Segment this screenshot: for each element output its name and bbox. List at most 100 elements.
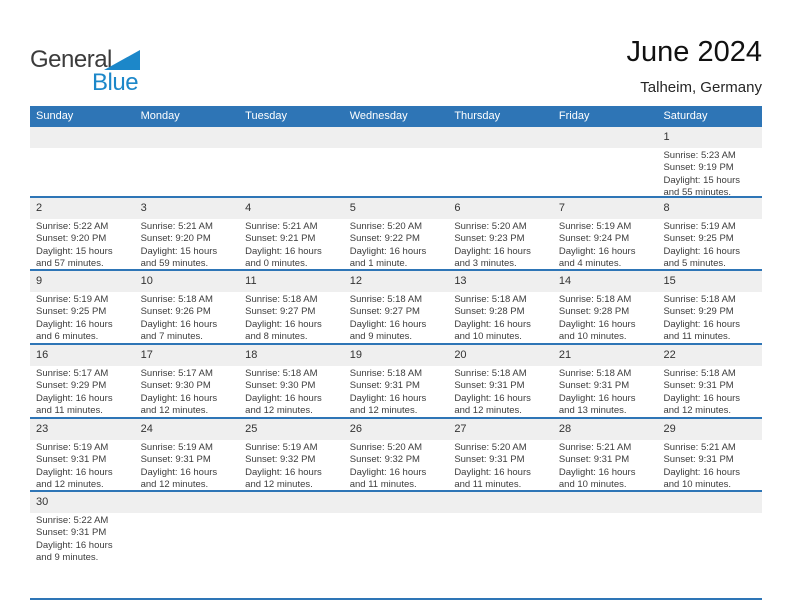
empty-day-number [135, 492, 240, 513]
day-number: 25 [245, 423, 258, 435]
sunrise-text: Sunrise: 5:20 AM [349, 442, 423, 453]
calendar-day-cell: Sunrise: 5:18 AM Sunset: 9:28 PM Daylight:… [553, 292, 658, 343]
sunset-text: Sunset: 9:26 PM [140, 306, 211, 318]
day-details-row: Sunrise: 5:22 AM Sunset: 9:20 PM Daylight:… [30, 219, 762, 270]
day-details-row: Sunrise: 5:19 AM Sunset: 9:31 PM Daylight:… [30, 440, 762, 491]
day-number: 10 [140, 275, 153, 287]
week-row: 16 17 18 19 20 21 22 Sunrise: 5:17 AM Sunset: 9:… [30, 345, 762, 419]
day-details-row: Sunrise: 5:19 AM Sunset: 9:25 PM Daylight:… [30, 292, 762, 343]
sunset-text: Sunset: 9:31 PM [36, 527, 107, 539]
sunset-text: Sunset: 9:31 PM [454, 380, 525, 392]
sunrise-text: Sunrise: 5:17 AM [140, 368, 213, 379]
daylight-text: Daylight: 16 hours and 11 minutes. [454, 466, 531, 490]
day-number: 30 [36, 496, 49, 508]
sunrise-text: Sunrise: 5:20 AM [349, 221, 423, 232]
day-number-band: 1 [30, 127, 762, 148]
day-number: 18 [245, 349, 258, 361]
location-subtitle: Talheim, Germany [640, 79, 762, 96]
sunrise-text: Sunrise: 5:21 AM [558, 442, 632, 453]
daylight-text: Daylight: 16 hours and 1 minute. [349, 245, 427, 269]
sunset-text: Sunset: 9:20 PM [140, 233, 211, 245]
daylight-text: Daylight: 16 hours and 6 minutes. [36, 318, 113, 342]
empty-day-cell [239, 513, 344, 564]
week-row: 1 Sunrise: 5:23 AM Sunset: 9:19 PM Daylight… [30, 127, 762, 198]
weekday-label: Saturday [663, 110, 708, 122]
empty-day-number [448, 127, 553, 148]
day-number: 2 [36, 202, 43, 214]
day-number: 22 [663, 349, 676, 361]
sunrise-text: Sunrise: 5:20 AM [454, 442, 527, 453]
sunset-text: Sunset: 9:25 PM [36, 306, 107, 318]
day-details-row: Sunrise: 5:17 AM Sunset: 9:29 PM Daylight:… [30, 366, 762, 417]
sunrise-text: Sunrise: 5:19 AM [558, 221, 632, 232]
general-blue-logo: General Blue [30, 46, 180, 102]
sunrise-text: Sunrise: 5:21 AM [663, 442, 736, 453]
calendar-day-cell: Sunrise: 5:17 AM Sunset: 9:29 PM Daylight:… [30, 366, 135, 417]
day-number: 17 [140, 349, 153, 361]
daylight-text: Daylight: 16 hours and 12 minutes. [36, 466, 113, 490]
sunset-text: Sunset: 9:28 PM [558, 306, 630, 318]
page-title: June 2024 [626, 36, 762, 68]
day-number: 15 [663, 275, 676, 287]
sunset-text: Sunset: 9:31 PM [558, 454, 630, 466]
daylight-text: Daylight: 16 hours and 8 minutes. [245, 318, 322, 342]
sunrise-text: Sunrise: 5:19 AM [245, 442, 318, 453]
day-number: 4 [245, 202, 252, 214]
sunset-text: Sunset: 9:31 PM [140, 454, 211, 466]
calendar-day-cell: Sunrise: 5:19 AM Sunset: 9:32 PM Daylight:… [239, 440, 344, 491]
sunrise-text: Sunrise: 5:18 AM [140, 294, 213, 305]
week-row: 23 24 25 26 27 28 29 Sunrise: 5:19 AM Sunset: 9:… [30, 419, 762, 492]
weekday-label: Friday [558, 110, 590, 122]
sunrise-text: Sunrise: 5:18 AM [349, 294, 423, 305]
sunrise-text: Sunrise: 5:23 AM [663, 150, 736, 161]
calendar-day-cell: Sunrise: 5:19 AM Sunset: 9:24 PM Daylight:… [553, 219, 658, 270]
calendar-day-cell: Sunrise: 5:18 AM Sunset: 9:26 PM Daylight:… [135, 292, 240, 343]
sunrise-text: Sunrise: 5:17 AM [36, 368, 109, 379]
logo-text-general: General [30, 46, 112, 73]
daylight-text: Daylight: 16 hours and 5 minutes. [663, 245, 741, 269]
sunset-text: Sunset: 9:30 PM [245, 380, 316, 392]
weekday-label: Sunday [36, 110, 74, 122]
day-number: 6 [454, 202, 461, 214]
daylight-text: Daylight: 16 hours and 3 minutes. [454, 245, 531, 269]
calendar-day-cell: Sunrise: 5:22 AM Sunset: 9:31 PM Daylight:… [30, 513, 135, 564]
day-number: 12 [349, 275, 362, 287]
empty-day-number [344, 127, 449, 148]
day-number-band: 2 3 4 5 6 7 8 [30, 198, 762, 219]
day-number: 13 [454, 275, 467, 287]
daylight-text: Daylight: 15 hours and 55 minutes. [663, 174, 741, 198]
calendar-day-cell: Sunrise: 5:20 AM Sunset: 9:32 PM Daylight:… [344, 440, 449, 491]
sunset-text: Sunset: 9:29 PM [663, 306, 734, 318]
weekday-label: Tuesday [245, 110, 287, 122]
daylight-text: Daylight: 16 hours and 11 minutes. [349, 466, 427, 490]
day-number: 27 [454, 423, 467, 435]
sunset-text: Sunset: 9:27 PM [245, 306, 316, 318]
day-number: 21 [558, 349, 572, 361]
sunset-text: Sunset: 9:20 PM [36, 233, 107, 245]
sunset-text: Sunset: 9:31 PM [663, 380, 734, 392]
calendar-day-cell: Sunrise: 5:18 AM Sunset: 9:31 PM Daylight:… [553, 366, 658, 417]
empty-day-cell [553, 513, 658, 564]
day-number: 9 [36, 275, 43, 287]
sunset-text: Sunset: 9:31 PM [349, 380, 420, 392]
daylight-text: Daylight: 16 hours and 9 minutes. [36, 539, 113, 563]
sunrise-text: Sunrise: 5:21 AM [140, 221, 213, 232]
daylight-text: Daylight: 16 hours and 12 minutes. [245, 392, 322, 416]
daylight-text: Daylight: 16 hours and 11 minutes. [36, 392, 113, 416]
sunrise-text: Sunrise: 5:20 AM [454, 221, 527, 232]
daylight-text: Daylight: 16 hours and 12 minutes. [454, 392, 531, 416]
day-number: 16 [36, 349, 49, 361]
day-number: 8 [663, 202, 670, 214]
week-row: 2 3 4 5 6 7 8 Sunrise: 5:22 AM Sunset: 9:20 PM Da… [30, 198, 762, 271]
sunrise-text: Sunrise: 5:21 AM [245, 221, 318, 232]
sunrise-text: Sunrise: 5:18 AM [454, 294, 527, 305]
daylight-text: Daylight: 16 hours and 13 minutes. [558, 392, 636, 416]
daylight-text: Daylight: 16 hours and 10 minutes. [454, 318, 531, 342]
sunrise-text: Sunrise: 5:19 AM [36, 294, 109, 305]
calendar-day-cell: Sunrise: 5:18 AM Sunset: 9:31 PM Daylight:… [344, 366, 449, 417]
calendar-day-cell: Sunrise: 5:20 AM Sunset: 9:23 PM Daylight:… [448, 219, 553, 270]
day-number: 24 [140, 423, 153, 435]
sunrise-text: Sunrise: 5:18 AM [558, 368, 632, 379]
daylight-text: Daylight: 16 hours and 9 minutes. [349, 318, 427, 342]
calendar-grid: 1 Sunrise: 5:23 AM Sunset: 9:19 PM Daylight… [30, 127, 762, 600]
